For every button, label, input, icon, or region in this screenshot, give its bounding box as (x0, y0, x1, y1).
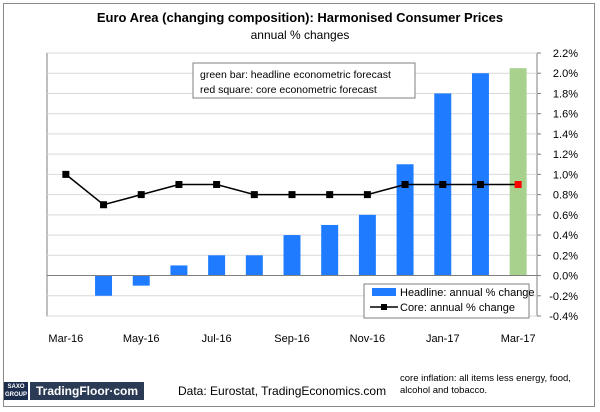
tradingfloor-logo: SAXO GROUP TradingFloor·com (4, 382, 144, 400)
y-tick-label: 1.0% (553, 169, 578, 181)
saxo-logo-bottom: GROUP (4, 392, 27, 398)
core-point (288, 191, 296, 199)
y-tick-label: 0.8% (553, 190, 578, 202)
y-tick-label: 1.6% (553, 109, 578, 121)
legend: Headline: annual % change Core: annual %… (363, 283, 535, 319)
core-forecast-point (514, 181, 522, 188)
headline-bar (245, 255, 263, 276)
data-source: Data: Eurostat, TradingEconomics.com (178, 384, 387, 398)
chart-title: Euro Area (changing composition): Harmon… (97, 10, 503, 25)
core-point (476, 181, 484, 188)
core-point (175, 181, 183, 188)
x-tick-label: Sep-16 (274, 333, 309, 345)
note-line-green: green bar: headline econometric forecast (200, 69, 391, 81)
x-tick-label: May-16 (123, 333, 160, 345)
y-tick-label: -0.2% (549, 291, 578, 303)
saxo-logo-top: SAXO (7, 384, 25, 390)
headline-bar (95, 275, 113, 296)
forecast-note: green bar: headline econometric forecast… (192, 62, 416, 99)
y-tick-label: -0.4% (549, 311, 578, 323)
headline-bar (321, 224, 339, 276)
y-tick-label: 1.2% (553, 149, 578, 161)
y-tick-label: 1.8% (553, 88, 578, 100)
y-tick-label: 0.4% (553, 230, 578, 242)
headline-bar (208, 255, 226, 276)
x-tick-label: Jan-17 (426, 333, 460, 345)
core-line (62, 170, 522, 209)
core-point (62, 170, 70, 178)
forecast-note-border (192, 62, 416, 99)
legend-headline-swatch (372, 288, 396, 296)
axes: -0.4% -0.2% 0.0% 0.2% 0.4% 0.6% 0.8% 1.0% 1.2% 1.… (47, 48, 578, 345)
headline-bar (132, 275, 150, 286)
saxo-group-logo: SAXO GROUP (4, 382, 28, 400)
tradingfloor-brand: TradingFloor·com (30, 382, 144, 400)
bars (95, 68, 527, 296)
core-inflation-note: core inflation: all items less energy, f… (400, 373, 571, 396)
y-tick-label: 1.4% (553, 129, 578, 141)
y-tick-label: 2.2% (553, 48, 578, 60)
core-point (439, 181, 447, 188)
core-point (401, 181, 409, 188)
chart-subtitle: annual % changes (251, 28, 350, 42)
y-tick-label: 0.2% (553, 250, 578, 262)
headline-bar (358, 214, 376, 276)
x-tick-label: Mar-17 (501, 333, 536, 345)
headline-bar (396, 164, 414, 276)
headline-bar (283, 235, 301, 276)
core-point (326, 191, 334, 199)
headline-bar (471, 73, 489, 276)
legend-headline-label: Headline: annual % change (400, 287, 535, 299)
x-tick-label: Mar-16 (48, 333, 83, 345)
y-tick-label: 0.6% (553, 210, 578, 222)
x-tick-label: Nov-16 (350, 333, 385, 345)
headline-bar (170, 265, 188, 276)
legend-core-marker (381, 304, 387, 310)
y-tick-label: 2.0% (553, 68, 578, 80)
x-tick-label: Jul-16 (202, 333, 232, 345)
legend-core-label: Core: annual % change (400, 302, 515, 314)
core-point (250, 191, 258, 199)
core-point (137, 191, 145, 199)
core-point (213, 181, 221, 188)
forecast-bar (509, 68, 527, 276)
core-point (363, 191, 371, 199)
note-line-red: red square: core econometric forecast (200, 84, 377, 96)
y-tick-label: 0.0% (553, 271, 578, 283)
core-point (100, 201, 108, 209)
